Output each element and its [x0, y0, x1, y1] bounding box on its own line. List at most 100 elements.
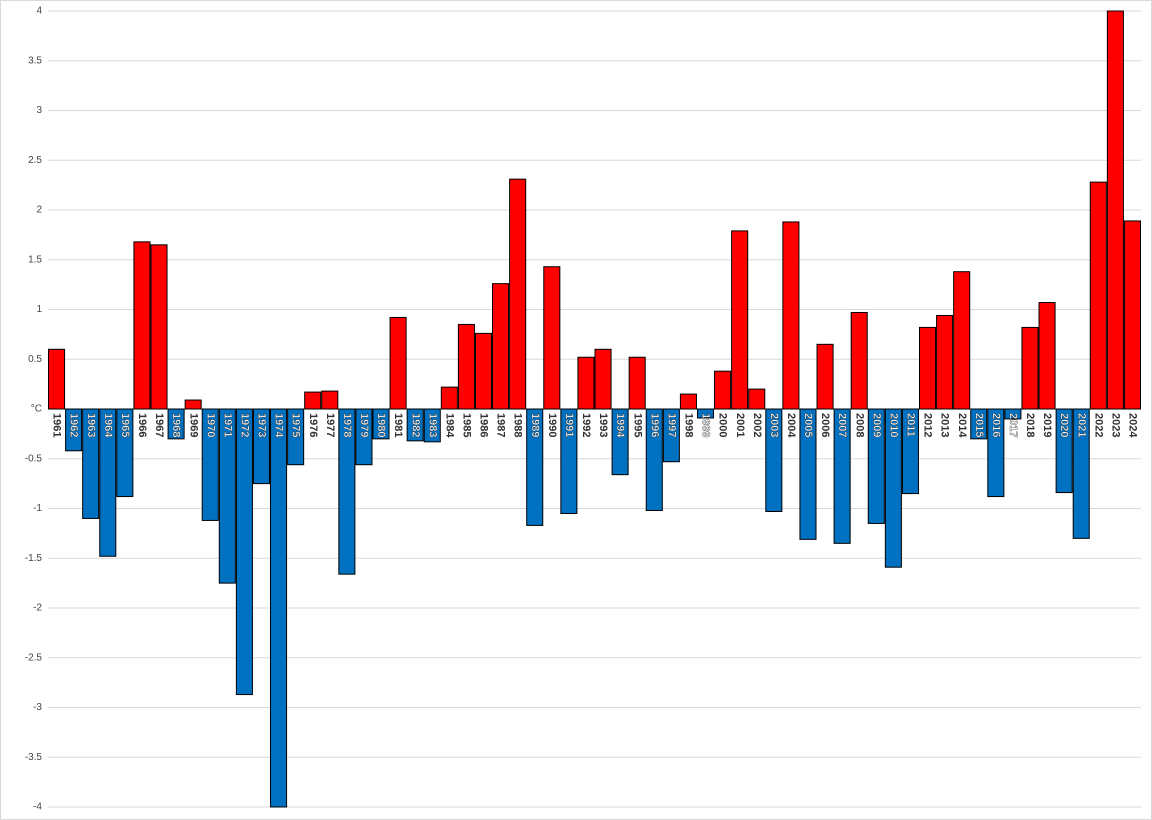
- bar: [321, 390, 339, 410]
- x-tick-label: 1990: [546, 413, 558, 437]
- bar: [696, 408, 715, 419]
- y-tick-label: -1.5: [25, 553, 43, 564]
- x-tick-label: 2019: [1041, 413, 1053, 437]
- bar: [833, 408, 851, 544]
- bar: [457, 323, 475, 410]
- bar: [355, 408, 373, 466]
- x-tick-label: 2000: [717, 413, 729, 437]
- x-tick-label: 2010: [887, 413, 899, 437]
- bar: [987, 408, 1005, 498]
- x-tick-label: 1992: [580, 413, 592, 437]
- bar: [918, 326, 937, 410]
- bar: [1004, 408, 1022, 420]
- x-tick-label: 1983: [426, 413, 438, 437]
- x-tick-label: 1976: [307, 413, 319, 437]
- bar: [645, 408, 663, 511]
- x-tick-label: 2009: [870, 413, 882, 437]
- bar: [99, 408, 117, 557]
- x-tick-label: 1991: [563, 413, 575, 437]
- x-tick-label: 1982: [409, 413, 421, 437]
- x-tick-label: 2008: [853, 413, 865, 437]
- y-tick-label: -2.5: [25, 652, 43, 663]
- y-tick-label: -2: [33, 603, 42, 614]
- x-tick-label: 1994: [614, 413, 626, 438]
- x-tick-label: 1963: [85, 413, 97, 437]
- x-tick-label: 2007: [836, 413, 848, 437]
- x-tick-label: 2024: [1127, 413, 1139, 438]
- x-tick-label: 2015: [973, 413, 985, 437]
- x-tick-label: 1979: [358, 413, 370, 437]
- bar: [338, 408, 356, 575]
- x-tick-label: 1967: [153, 413, 165, 437]
- bar: [884, 408, 902, 568]
- x-tick-label: 1988: [512, 413, 524, 437]
- x-tick-label: 1980: [375, 413, 387, 437]
- bar: [406, 408, 424, 442]
- x-tick-label: 1965: [119, 413, 131, 437]
- x-tick-label: 2005: [802, 413, 814, 437]
- bar: [474, 332, 493, 410]
- bar: [492, 283, 510, 410]
- y-tick-label: °C: [31, 404, 42, 415]
- bar: [235, 408, 253, 696]
- bar: [1072, 408, 1090, 539]
- bar: [782, 221, 800, 410]
- x-tick-label: 1975: [290, 413, 302, 437]
- y-tick-label: 4: [36, 6, 42, 17]
- x-tick-label: 1998: [683, 413, 695, 437]
- y-tick-label: -4: [33, 802, 42, 813]
- x-tick-label: 2004: [785, 413, 797, 438]
- x-tick-label: 1972: [238, 413, 250, 437]
- bar: [423, 408, 441, 443]
- x-tick-label: 1968: [170, 413, 182, 437]
- x-tick-label: 2003: [768, 413, 780, 437]
- x-tick-label: 2006: [819, 413, 831, 437]
- bar: [936, 314, 954, 410]
- y-tick-label: -0.5: [25, 453, 43, 464]
- bar: [577, 356, 595, 410]
- bar: [662, 408, 680, 463]
- x-tick-label: 2020: [1058, 413, 1070, 437]
- y-tick-label: 3.5: [28, 55, 42, 66]
- bar: [304, 391, 322, 410]
- bar: [1089, 181, 1107, 410]
- bar: [218, 408, 236, 584]
- y-tick-label: 1.5: [28, 254, 42, 265]
- bar: [65, 408, 83, 452]
- x-tick-label: 2001: [734, 413, 746, 437]
- bar: [270, 408, 288, 808]
- bar: [440, 386, 458, 410]
- bar: [116, 408, 134, 498]
- x-tick-label: 1993: [597, 413, 609, 437]
- x-tick-label: 1971: [221, 413, 233, 437]
- x-tick-label: 2023: [1109, 413, 1121, 437]
- y-tick-label: -3: [33, 702, 42, 713]
- x-tick-label: 2014: [956, 413, 968, 438]
- bar: [970, 408, 988, 440]
- bar: [765, 408, 783, 512]
- bar: [526, 408, 544, 526]
- bar: [1055, 408, 1073, 494]
- y-tick-label: 0.5: [28, 354, 42, 365]
- bar: [1123, 220, 1141, 410]
- bar: [799, 408, 817, 540]
- y-tick-label: 1: [36, 304, 42, 315]
- bar: [287, 408, 305, 466]
- bar: [816, 343, 834, 410]
- x-tick-label: 1966: [136, 413, 148, 437]
- bar: [611, 408, 629, 476]
- bar: [201, 408, 219, 521]
- y-tick-label: 3: [36, 105, 42, 116]
- bar: [748, 388, 766, 410]
- x-tick-label: 1970: [204, 413, 216, 437]
- bar: [184, 399, 202, 410]
- x-tick-label: 2012: [922, 413, 934, 437]
- bar: [901, 408, 919, 495]
- x-tick-label: 1985: [461, 413, 473, 437]
- bar: [82, 408, 100, 519]
- x-tick-label: 1978: [341, 413, 353, 437]
- x-tick-label: 1977: [324, 413, 336, 437]
- x-tick-label: 1995: [631, 413, 643, 437]
